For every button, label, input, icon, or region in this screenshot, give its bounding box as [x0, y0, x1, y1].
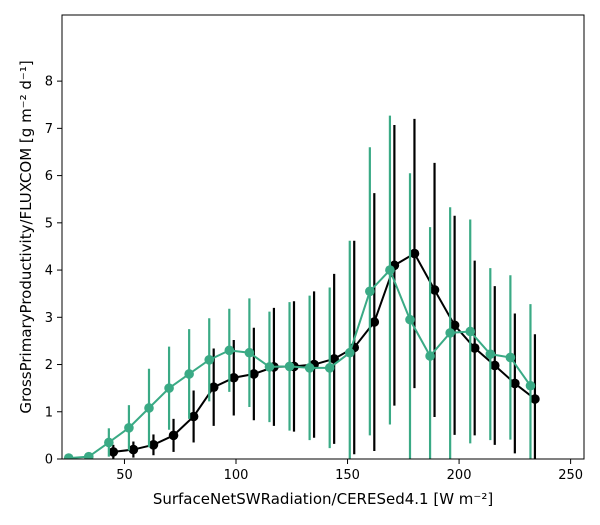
data-point-1-17 [405, 314, 415, 325]
data-point-0-0 [108, 447, 119, 457]
y-tick-label-5: 5 [45, 216, 53, 231]
x-axis-label: SurfaceNetSWRadiation/CERESed4.1 [W m⁻²] [153, 490, 493, 508]
data-point-1-6 [184, 369, 194, 379]
data-point-1-23 [525, 380, 536, 391]
y-tick-label-1: 1 [45, 405, 53, 420]
data-point-0-17 [449, 320, 460, 331]
data-point-0-21 [530, 394, 540, 404]
data-point-0-2 [148, 440, 159, 450]
x-tick-label-0: 50 [116, 468, 133, 483]
data-point-1-13 [324, 363, 335, 373]
data-point-0-7 [249, 369, 259, 379]
data-point-1-12 [304, 363, 315, 373]
data-point-1-22 [505, 352, 516, 363]
data-point-1-0 [63, 453, 74, 459]
series-line-0 [113, 252, 536, 453]
data-point-0-13 [369, 317, 380, 327]
data-point-0-4 [188, 411, 199, 422]
data-point-0-16 [429, 285, 440, 295]
x-tick-label-3: 200 [447, 468, 472, 483]
data-point-0-6 [228, 372, 239, 383]
data-point-1-5 [164, 383, 174, 393]
x-axis-ticks: 50 100 150 200 250 [116, 459, 583, 483]
data-point-1-10 [264, 362, 275, 372]
data-point-0-19 [489, 360, 500, 371]
data-point-1-11 [284, 361, 295, 372]
data-point-1-19 [445, 328, 455, 338]
series-1 [63, 115, 536, 459]
data-point-1-8 [224, 345, 235, 356]
data-point-0-20 [510, 378, 520, 389]
y-tick-label-7: 7 [45, 122, 53, 137]
data-point-0-18 [469, 343, 480, 353]
data-point-1-15 [365, 286, 375, 297]
data-point-1-4 [144, 403, 154, 413]
x-tick-label-2: 150 [335, 468, 360, 483]
y-tick-label-4: 4 [45, 264, 53, 279]
y-tick-label-2: 2 [45, 358, 53, 373]
data-point-1-18 [425, 351, 435, 361]
plot-area [63, 115, 540, 459]
y-tick-label-0: 0 [45, 453, 53, 468]
data-point-1-2 [104, 437, 114, 448]
y-axis-label: GrossPrimaryProductivity/FLUXCOM [g m⁻² … [17, 60, 35, 413]
data-point-0-5 [208, 382, 219, 393]
x-tick-label-4: 250 [558, 468, 583, 483]
data-point-0-3 [168, 430, 179, 441]
y-axis-ticks: 0 1 2 3 4 5 6 7 8 [45, 75, 62, 468]
data-point-1-21 [485, 349, 496, 359]
data-point-1-3 [124, 423, 134, 433]
data-point-0-15 [409, 248, 420, 259]
data-point-0-1 [128, 444, 139, 455]
data-point-1-9 [244, 347, 255, 358]
data-point-1-1 [83, 451, 94, 459]
y-tick-label-8: 8 [45, 75, 53, 90]
data-point-1-16 [385, 265, 395, 275]
plot-frame [61, 14, 585, 460]
y-tick-label-6: 6 [45, 169, 53, 184]
y-tick-label-3: 3 [45, 311, 53, 326]
data-point-0-11 [329, 354, 339, 364]
x-tick-label-1: 100 [224, 468, 249, 483]
data-point-1-14 [344, 347, 355, 358]
data-point-1-20 [465, 326, 476, 337]
data-point-1-7 [204, 355, 215, 365]
